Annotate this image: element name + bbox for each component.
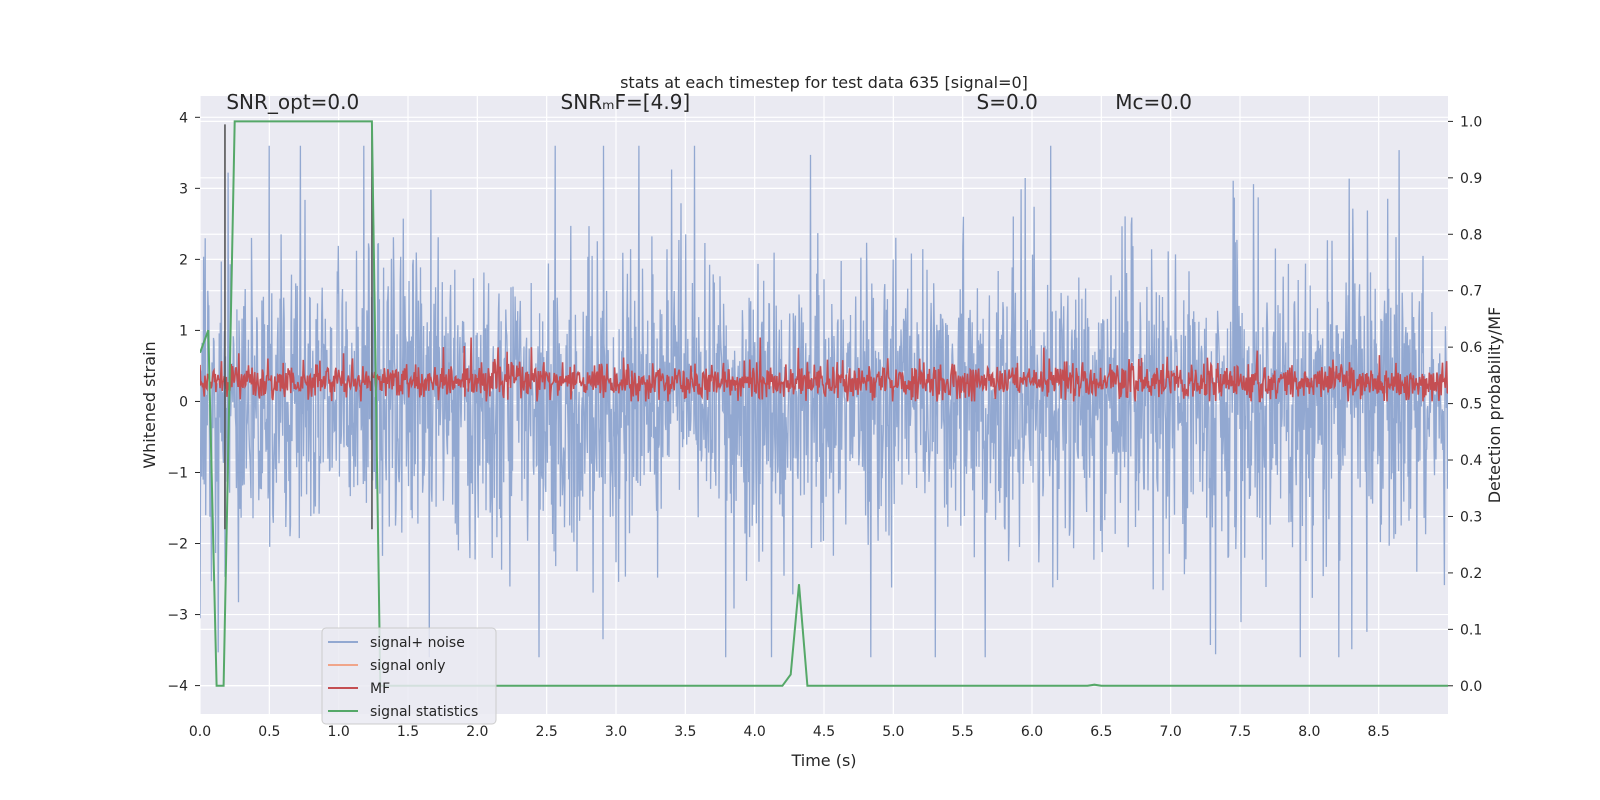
annotation-text: SNR_opt=0.0	[226, 90, 359, 114]
x-axis-label: Time (s)	[790, 751, 856, 770]
x-tick-label: 3.5	[674, 724, 696, 740]
x-axis-ticks: 0.0 0.5 1.0 1.5 2.0 2.5 3.0 3.5 4.0 4.5 5.0 5.5 6.0 6…	[189, 724, 1390, 740]
x-tick-label: 0.0	[189, 724, 211, 740]
y-tick-label: 4	[179, 110, 188, 126]
y-tick-label: −3	[167, 608, 188, 624]
x-tick-label: 7.0	[1160, 724, 1182, 740]
y-tick-label: 1	[179, 323, 188, 339]
x-tick-label: 1.0	[328, 724, 350, 740]
y-axis-ticks: 4 3 2 1 0 −1 −2 −3 −4	[167, 110, 200, 695]
legend-box	[321, 627, 497, 725]
y-tick-label: −2	[167, 537, 188, 553]
y2-axis-ticks: 1.0 0.9 0.8 0.7 0.6 0.5 0.4 0.3 0.2 0.1 0.0	[1448, 114, 1482, 695]
y2-axis-label: Detection probability/MF	[1485, 307, 1504, 504]
y2-tick-label: 0.6	[1460, 340, 1482, 356]
x-tick-label: 5.0	[882, 724, 904, 740]
y2-tick-label: 1.0	[1460, 114, 1482, 130]
x-tick-label: 3.0	[605, 724, 627, 740]
chart-title: stats at each timestep for test data 635…	[620, 73, 1028, 92]
legend-entry-label: MF	[370, 681, 390, 697]
x-tick-label: 7.5	[1229, 724, 1251, 740]
legend-entry-label: signal only	[370, 658, 445, 674]
series-signal-noise-line	[200, 145, 1448, 658]
x-tick-label: 6.5	[1090, 724, 1112, 740]
x-tick-label: 8.5	[1368, 724, 1390, 740]
y2-tick-label: 0.8	[1460, 227, 1482, 243]
y2-tick-label: 0.3	[1460, 509, 1482, 525]
x-tick-label: 4.5	[813, 724, 835, 740]
x-tick-label: 1.5	[397, 724, 419, 740]
annotation-text: S=0.0	[977, 90, 1038, 114]
annotation-text: SNRₘF=[4.9]	[561, 90, 691, 114]
y2-tick-label: 0.0	[1460, 679, 1482, 695]
y-tick-label: −1	[167, 465, 188, 481]
series-mf-line	[200, 337, 1448, 403]
x-tick-label: 5.5	[952, 724, 974, 740]
x-tick-label: 0.5	[258, 724, 280, 740]
legend-entry-label: signal+ noise	[370, 635, 465, 651]
x-tick-label: 2.0	[466, 724, 488, 740]
y2-tick-label: 0.2	[1460, 566, 1482, 582]
y-tick-label: 3	[179, 181, 188, 197]
y2-tick-label: 0.1	[1460, 622, 1482, 638]
y-axis-label: Whitened strain	[140, 341, 159, 468]
y2-tick-label: 0.7	[1460, 284, 1482, 300]
y-tick-label: 0	[179, 394, 188, 410]
annotations: SNR_opt=0.0 SNRₘF=[4.9] S=0.0 Mᴄ=0.0	[226, 90, 1192, 114]
y2-tick-label: 0.5	[1460, 397, 1482, 413]
x-tick-label: 2.5	[536, 724, 558, 740]
y2-tick-label: 0.4	[1460, 453, 1482, 469]
annotation-text: Mᴄ=0.0	[1115, 90, 1192, 114]
x-tick-label: 4.0	[744, 724, 766, 740]
y2-tick-label: 0.9	[1460, 171, 1482, 187]
legend: signal+ noise signal only MF signal statist…	[321, 627, 497, 725]
series-signal-statistics-line	[200, 120, 1448, 687]
legend-entry-label: signal statistics	[370, 704, 478, 720]
y-tick-label: 2	[179, 252, 188, 268]
series-layer	[200, 120, 1448, 687]
y-tick-label: −4	[167, 679, 188, 695]
x-tick-label: 6.0	[1021, 724, 1043, 740]
x-tick-label: 8.0	[1298, 724, 1320, 740]
